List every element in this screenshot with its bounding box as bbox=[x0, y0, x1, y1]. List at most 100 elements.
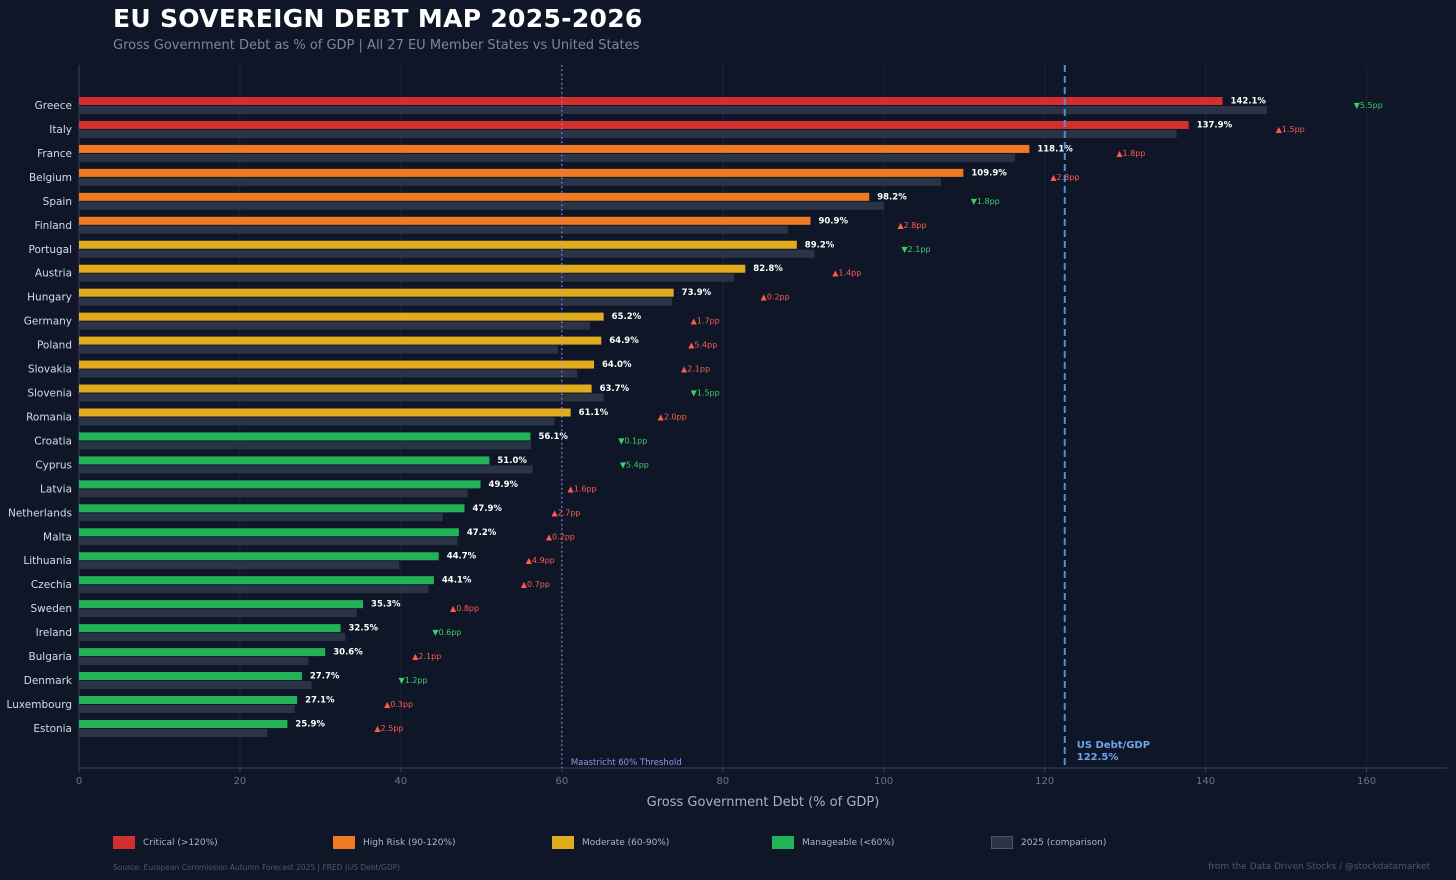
x-tick-label: 160 bbox=[1357, 776, 1376, 787]
legend-label-manageable: Manageable (<60%) bbox=[802, 837, 895, 848]
bar-2026 bbox=[79, 552, 439, 561]
bar-2026 bbox=[79, 120, 1189, 129]
bar-2026 bbox=[79, 312, 604, 321]
category-label: Sweden bbox=[31, 603, 73, 615]
bar-2026 bbox=[79, 696, 298, 704]
change-label: ▲1.4pp bbox=[832, 269, 861, 278]
change-label: ▲0.7pp bbox=[521, 580, 550, 589]
legend-label-critical: Critical (>120%) bbox=[143, 837, 218, 848]
bar-2026 bbox=[79, 480, 481, 489]
bar-2025 bbox=[79, 561, 400, 570]
legend-item-high: High Risk (90-120%) bbox=[333, 836, 456, 849]
x-tick-label: 80 bbox=[716, 776, 729, 787]
bar-2026 bbox=[79, 672, 302, 681]
bar-2025 bbox=[79, 297, 673, 306]
value-label: 61.1% bbox=[579, 408, 609, 418]
bar-2026 bbox=[79, 719, 288, 728]
bar-2025 bbox=[79, 273, 735, 282]
value-label: 89.2% bbox=[805, 240, 835, 250]
x-tick-label: 20 bbox=[234, 776, 247, 787]
change-label: ▼1.8pp bbox=[971, 197, 1000, 206]
bar-2026 bbox=[79, 97, 1223, 105]
category-label: Ireland bbox=[36, 627, 72, 639]
bar-2025 bbox=[79, 489, 468, 498]
bar-2025 bbox=[79, 513, 443, 522]
change-label: ▼5.4pp bbox=[620, 460, 649, 469]
change-label: ▲1.7pp bbox=[691, 317, 720, 326]
value-label: 142.1% bbox=[1230, 97, 1266, 107]
x-axis-title: Gross Government Debt (% of GDP) bbox=[647, 795, 880, 810]
change-label: ▲0.2pp bbox=[546, 532, 575, 541]
category-label: Romania bbox=[26, 411, 72, 423]
bar-2025 bbox=[79, 201, 884, 210]
bar-2025 bbox=[79, 705, 295, 713]
legend-item-manageable: Manageable (<60%) bbox=[772, 836, 894, 849]
value-label: 32.5% bbox=[349, 624, 379, 634]
bar-2025 bbox=[79, 728, 268, 737]
bar-2026 bbox=[79, 144, 1030, 153]
category-label: Poland bbox=[37, 340, 72, 352]
change-label: ▲1.5pp bbox=[1276, 125, 1305, 134]
change-label: ▲5.4pp bbox=[688, 341, 717, 350]
category-label: Estonia bbox=[33, 723, 72, 735]
change-label: ▲2.1pp bbox=[412, 652, 441, 661]
value-label: 25.9% bbox=[295, 719, 325, 729]
change-label: ▲2.0pp bbox=[658, 412, 687, 421]
value-label: 47.9% bbox=[472, 504, 502, 514]
bar-2026 bbox=[79, 576, 434, 585]
change-label: ▲2.8pp bbox=[897, 221, 926, 230]
bar-2026 bbox=[79, 240, 797, 249]
change-label: ▲1.8pp bbox=[1116, 149, 1145, 158]
bar-2025 bbox=[79, 393, 604, 402]
bar-2025 bbox=[79, 177, 941, 186]
bar-2025 bbox=[79, 657, 309, 666]
change-label: ▲0.3pp bbox=[384, 700, 413, 709]
x-tick-label: 60 bbox=[555, 776, 568, 787]
value-label: 137.9% bbox=[1197, 120, 1233, 130]
category-label: Luxembourg bbox=[7, 699, 72, 711]
bar-2025 bbox=[79, 225, 788, 234]
bar-2025 bbox=[79, 129, 1177, 138]
bar-2026 bbox=[79, 600, 364, 609]
source-note: Source: European Commission Autumn Forec… bbox=[113, 863, 401, 872]
bar-2025 bbox=[79, 465, 533, 474]
x-tick-label: 100 bbox=[874, 776, 893, 787]
bar-2026 bbox=[79, 360, 595, 369]
bar-2026 bbox=[79, 216, 811, 225]
category-label: Bulgaria bbox=[28, 651, 72, 663]
category-label: Croatia bbox=[34, 435, 72, 447]
value-label: 118.1% bbox=[1037, 144, 1073, 154]
category-label: Germany bbox=[24, 316, 72, 328]
bar-2026 bbox=[79, 624, 341, 633]
legend-item-comparison: 2025 (comparison) bbox=[991, 836, 1106, 849]
value-label: 82.8% bbox=[753, 264, 783, 274]
category-label: Greece bbox=[35, 100, 72, 112]
category-label: Portugal bbox=[29, 244, 73, 256]
value-label: 98.2% bbox=[877, 192, 907, 202]
legend: Critical (>120%) High Risk (90-120%) Mod… bbox=[0, 836, 1456, 852]
change-label: ▲2.5pp bbox=[374, 724, 403, 733]
change-label: ▼1.2pp bbox=[399, 676, 428, 685]
category-label: Slovakia bbox=[28, 364, 72, 376]
bar-2025 bbox=[79, 369, 578, 378]
category-label: Belgium bbox=[29, 172, 72, 184]
value-label: 64.9% bbox=[609, 336, 639, 346]
value-label: 49.9% bbox=[489, 480, 519, 490]
value-label: 35.3% bbox=[371, 600, 401, 610]
bar-2026 bbox=[79, 192, 870, 201]
value-label: 65.2% bbox=[612, 312, 642, 322]
value-label: 51.0% bbox=[497, 456, 527, 466]
x-tick-label: 0 bbox=[76, 776, 82, 787]
category-label: Italy bbox=[49, 124, 72, 136]
bar-2026 bbox=[79, 648, 326, 657]
us-debt-value-label: 122.5% bbox=[1077, 752, 1119, 763]
legend-swatch-manageable bbox=[772, 836, 794, 849]
bar-2025 bbox=[79, 537, 458, 546]
value-label: 30.6% bbox=[333, 648, 363, 658]
legend-swatch-critical bbox=[113, 836, 135, 849]
category-label: Slovenia bbox=[27, 388, 72, 400]
bar-2025 bbox=[79, 633, 346, 642]
bar-2026 bbox=[79, 432, 531, 441]
bar-2026 bbox=[79, 504, 465, 513]
chart-title: EU SOVEREIGN DEBT MAP 2025-2026 bbox=[113, 4, 643, 33]
